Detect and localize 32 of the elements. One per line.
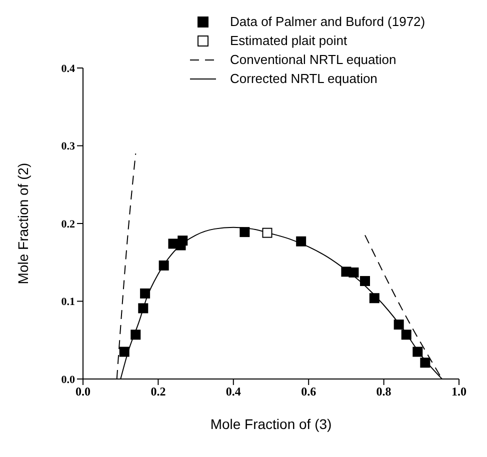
point — [119, 346, 130, 357]
point — [138, 303, 148, 314]
x-tick-label: 0.4 — [226, 384, 241, 399]
point — [262, 228, 272, 238]
point — [296, 236, 306, 246]
point — [130, 330, 141, 340]
point — [420, 358, 430, 368]
y-axis-title: Mole Fraction of (2) — [14, 162, 31, 284]
point — [240, 227, 250, 238]
point — [140, 288, 150, 298]
y-tick-label: 0.2 — [61, 218, 76, 230]
point — [158, 260, 169, 270]
point — [369, 293, 380, 304]
y-tick-label: 0.3 — [61, 140, 76, 153]
y-tick-label: 0.0 — [61, 374, 76, 386]
legend-label: Corrected NRTL equation — [230, 71, 378, 86]
point — [401, 330, 412, 340]
x-tick-label: 0.2 — [150, 384, 166, 399]
y-tick-label: 0.1 — [61, 296, 75, 308]
x-tick-label: 0.6 — [301, 384, 316, 399]
x-tick-label: 0.8 — [376, 384, 392, 399]
point — [394, 320, 404, 330]
y-tick-label: 0.4 — [61, 62, 76, 75]
legend-label: Data of Palmer and Buford (1972) — [230, 14, 426, 29]
x-tick-label: 0.0 — [76, 384, 90, 399]
point — [360, 276, 370, 286]
x-axis-title: Mole Fraction of (3) — [210, 416, 332, 432]
point — [412, 346, 423, 357]
legend-label: Conventional NRTL equation — [230, 52, 396, 67]
x-tick-label: 1.0 — [452, 384, 466, 399]
point — [348, 267, 359, 278]
legend-label: Estimated plait point — [230, 33, 348, 48]
